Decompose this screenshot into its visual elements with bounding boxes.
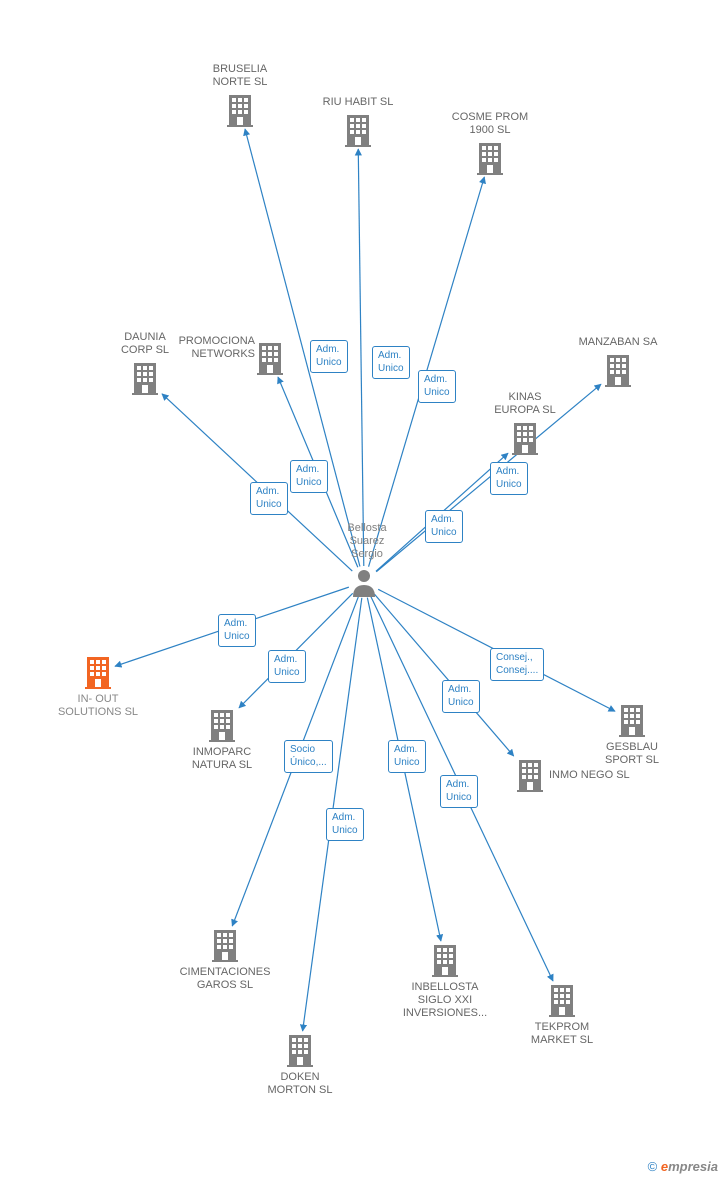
edge-riu (358, 149, 364, 566)
company-node-daunia[interactable] (130, 361, 160, 395)
edge-label-promociona: Adm. Unico (290, 460, 328, 493)
company-node-kinas[interactable] (510, 421, 540, 455)
center-person-label: Bellosta Suarez Sergio (342, 522, 392, 562)
company-label-daunia: DAUNIA CORP SL (90, 331, 200, 357)
edge-label-riu: Adm. Unico (372, 346, 410, 379)
edge-label-inmoparc: Adm. Unico (268, 650, 306, 683)
company-label-inmoparc: INMOPARC NATURA SL (167, 746, 277, 772)
edge-label-inout: Adm. Unico (218, 614, 256, 647)
company-node-promociona[interactable] (255, 341, 285, 375)
company-label-inout: IN- OUT SOLUTIONS SL (43, 693, 153, 719)
company-node-inmonego[interactable] (515, 758, 545, 792)
company-node-cosme[interactable] (475, 141, 505, 175)
edge-label-manzaban: Adm. Unico (490, 462, 528, 495)
edge-label-kinas: Adm. Unico (425, 510, 463, 543)
company-label-inmonego: INMO NEGO SL (549, 769, 659, 782)
company-label-kinas: KINAS EUROPA SL (470, 391, 580, 417)
company-label-cimentac: CIMENTACIONES GAROS SL (170, 966, 280, 992)
company-label-bruselia: BRUSELIA NORTE SL (185, 63, 295, 89)
edge-label-doken: Adm. Unico (326, 808, 364, 841)
edge-label-daunia: Adm. Unico (250, 482, 288, 515)
edge-label-tekprom: Adm. Unico (440, 775, 478, 808)
edge-label-gesblau: Consej., Consej.... (490, 648, 544, 681)
center-person-icon[interactable] (349, 567, 379, 602)
company-node-inmoparc[interactable] (207, 708, 237, 742)
company-node-riu[interactable] (343, 113, 373, 147)
company-label-riu: RIU HABIT SL (303, 96, 413, 109)
company-node-manzaban[interactable] (603, 353, 633, 387)
company-label-tekprom: TEKPROM MARKET SL (507, 1021, 617, 1047)
copyright-symbol: © (648, 1159, 658, 1174)
edge-label-inmonego: Adm. Unico (442, 680, 480, 713)
edge-label-bruselia: Adm. Unico (310, 340, 348, 373)
company-node-tekprom[interactable] (547, 983, 577, 1017)
company-label-cosme: COSME PROM 1900 SL (435, 111, 545, 137)
company-node-bruselia[interactable] (225, 93, 255, 127)
company-label-doken: DOKEN MORTON SL (245, 1071, 355, 1097)
company-node-inbellosta[interactable] (430, 943, 460, 977)
edge-label-cimentac: Socio Único,... (284, 740, 333, 773)
company-label-inbellosta: INBELLOSTA SIGLO XXI INVERSIONES... (390, 981, 500, 1021)
watermark: © empresia (648, 1159, 718, 1174)
brand-logo: empresia (661, 1159, 718, 1174)
company-node-inout[interactable] (83, 655, 113, 689)
company-node-cimentac[interactable] (210, 928, 240, 962)
company-node-gesblau[interactable] (617, 703, 647, 737)
company-label-gesblau: GESBLAU SPORT SL (577, 741, 687, 767)
company-node-doken[interactable] (285, 1033, 315, 1067)
edge-label-cosme: Adm. Unico (418, 370, 456, 403)
company-label-manzaban: MANZABAN SA (563, 336, 673, 349)
edge-label-inbellosta: Adm. Unico (388, 740, 426, 773)
